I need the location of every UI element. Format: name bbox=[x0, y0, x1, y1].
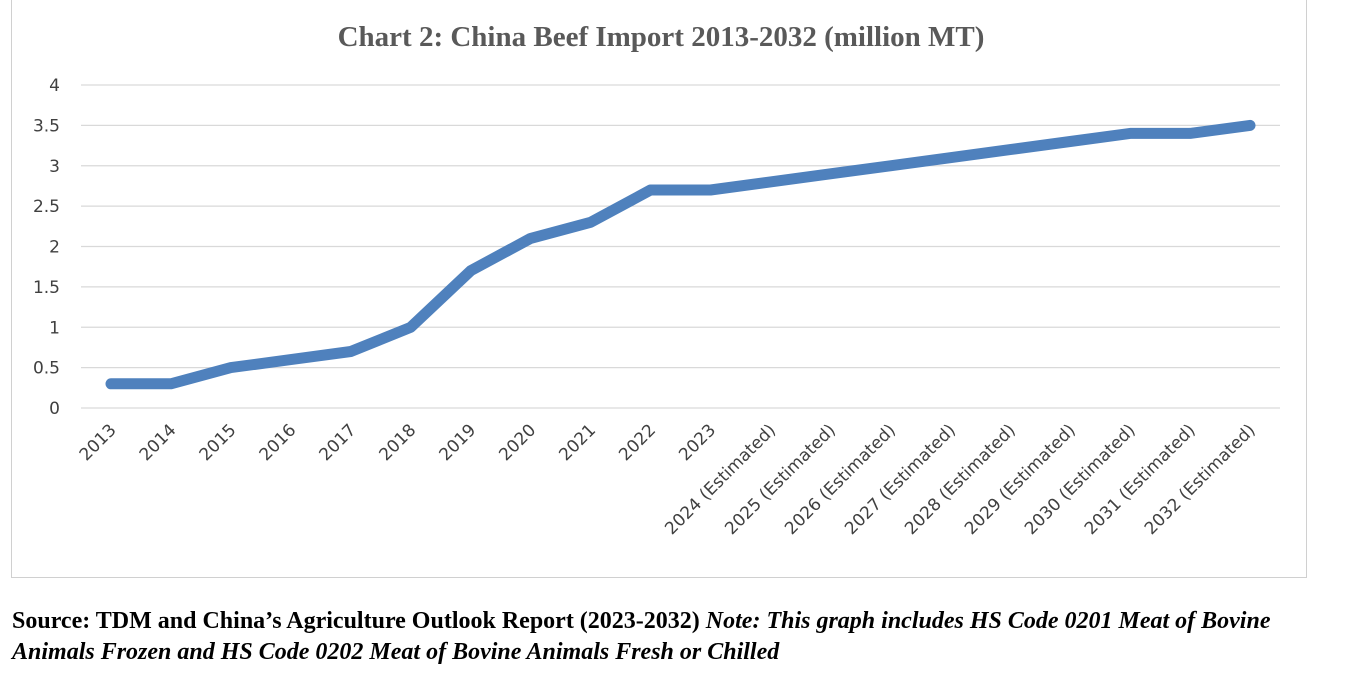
data-point bbox=[287, 356, 295, 364]
data-point bbox=[227, 364, 235, 372]
x-tick-label: 2013 bbox=[76, 420, 121, 465]
x-axis-tick-labels: 2013 2014 2015 2016 2017 2018 2019 2020 2021 2022… bbox=[76, 420, 1260, 539]
y-tick-label: 3.5 bbox=[33, 116, 60, 136]
x-tick-label: 2029 (Estimated) bbox=[961, 420, 1080, 539]
data-point bbox=[167, 380, 175, 388]
data-point bbox=[826, 170, 834, 178]
chart-title: Chart 2: China Beef Import 2013-2032 (mi… bbox=[338, 21, 985, 53]
data-point bbox=[347, 347, 355, 355]
x-tick-label: 2014 bbox=[136, 420, 181, 465]
x-tick-label: 2027 (Estimated) bbox=[841, 420, 960, 539]
data-point bbox=[1006, 146, 1014, 154]
x-tick-label: 2022 bbox=[615, 420, 660, 465]
x-tick-label: 2024 (Estimated) bbox=[661, 420, 780, 539]
y-tick-label: 4 bbox=[49, 76, 60, 96]
series-group bbox=[105, 119, 1256, 390]
data-point bbox=[107, 380, 115, 388]
x-tick-label: 2028 (Estimated) bbox=[901, 420, 1020, 539]
y-tick-label: 0.5 bbox=[33, 359, 60, 379]
line-chart: Chart 2: China Beef Import 2013-2032 (mi… bbox=[33, 21, 1280, 539]
data-point bbox=[1246, 121, 1254, 129]
data-point bbox=[407, 323, 415, 331]
x-tick-label: 2018 bbox=[376, 420, 421, 465]
figure-caption: Source: TDM and China’s Agriculture Outl… bbox=[12, 606, 1342, 668]
x-tick-label: 2017 bbox=[316, 420, 361, 465]
x-tick-label: 2015 bbox=[196, 420, 241, 465]
data-point bbox=[706, 186, 714, 194]
data-point bbox=[527, 234, 535, 242]
x-tick-label: 2031 (Estimated) bbox=[1081, 420, 1200, 539]
y-tick-label: 2.5 bbox=[33, 197, 60, 217]
x-tick-label: 2030 (Estimated) bbox=[1021, 420, 1140, 539]
x-tick-label: 2021 bbox=[555, 420, 600, 465]
x-tick-label: 2025 (Estimated) bbox=[721, 420, 840, 539]
data-point bbox=[647, 186, 655, 194]
x-tick-label: 2032 (Estimated) bbox=[1141, 420, 1260, 539]
data-point bbox=[766, 178, 774, 186]
y-tick-label: 0 bbox=[49, 399, 60, 419]
data-point bbox=[1126, 129, 1134, 137]
x-tick-label: 2020 bbox=[495, 420, 540, 465]
chart-area: Chart 2: China Beef Import 2013-2032 (mi… bbox=[11, 0, 1307, 578]
caption-note: Note: This graph includes HS Code 0201 M… bbox=[12, 608, 1271, 665]
data-point bbox=[1066, 138, 1074, 146]
x-tick-label: 2019 bbox=[435, 420, 480, 465]
series-line bbox=[105, 119, 1256, 390]
data-point bbox=[467, 267, 475, 275]
y-tick-label: 2 bbox=[49, 238, 60, 258]
y-tick-label: 1 bbox=[49, 318, 60, 338]
x-tick-label: 2016 bbox=[256, 420, 301, 465]
y-axis-tick-labels: 0 0.5 1 1.5 2 2.5 3 3.5 4 bbox=[33, 76, 60, 419]
caption-source: Source: TDM and China’s Agriculture Outl… bbox=[12, 608, 700, 634]
data-point bbox=[1186, 129, 1194, 137]
y-tick-label: 3 bbox=[49, 157, 60, 177]
y-tick-label: 1.5 bbox=[33, 278, 60, 298]
x-tick-label: 2023 bbox=[675, 420, 720, 465]
x-tick-label: 2026 (Estimated) bbox=[781, 420, 900, 539]
gridlines bbox=[81, 84, 1280, 409]
data-point bbox=[946, 154, 954, 162]
data-point bbox=[587, 218, 595, 226]
data-point bbox=[886, 162, 894, 170]
